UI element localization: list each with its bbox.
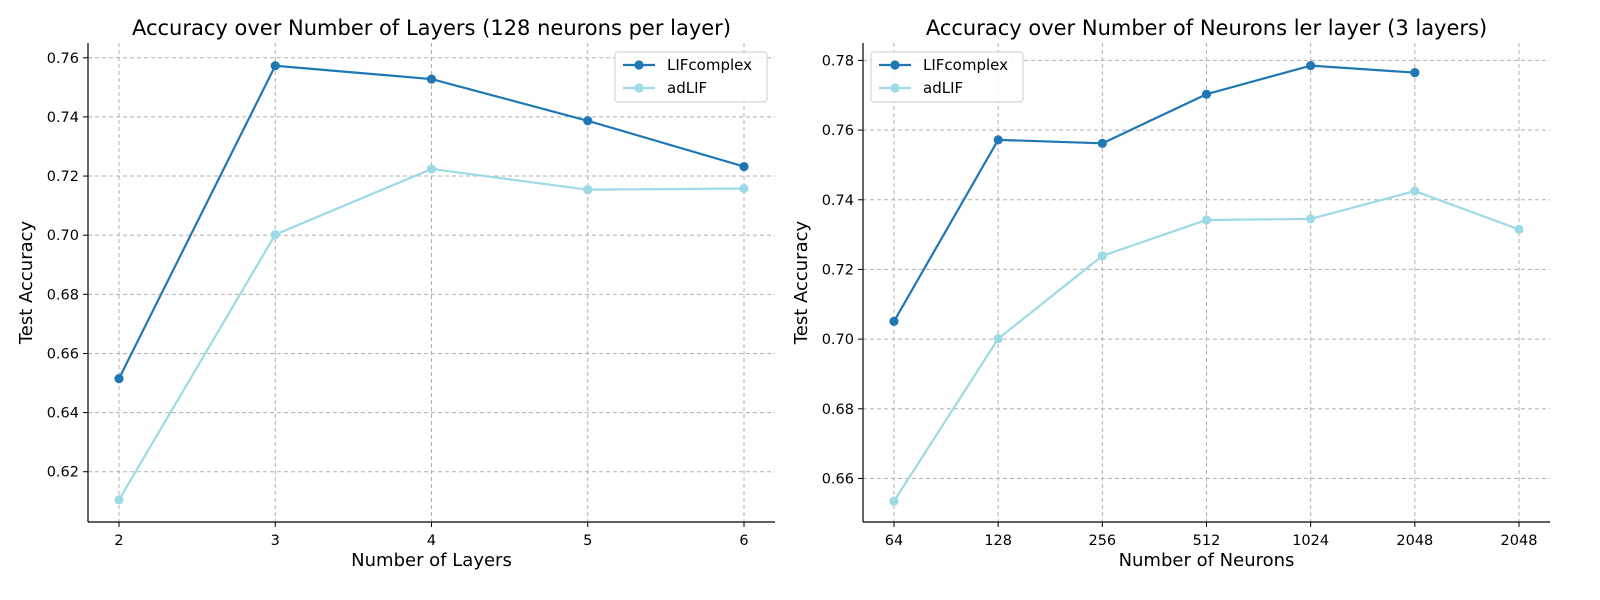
x-tick-label: 4 <box>427 533 436 549</box>
data-point-lifcomplex <box>889 316 899 326</box>
data-point-adlif <box>993 334 1003 344</box>
y-tick-label: 0.68 <box>47 287 79 303</box>
data-point-adlif <box>583 185 593 195</box>
chart-title: Accuracy over Number of Layers (128 neur… <box>132 16 731 40</box>
data-point-lifcomplex <box>114 373 124 384</box>
y-tick-label: 0.74 <box>822 193 854 209</box>
data-point-lifcomplex <box>270 61 280 71</box>
x-axis-label: Number of Neurons <box>1119 550 1295 571</box>
data-point-lifcomplex <box>1201 89 1212 99</box>
legend-label: LIFcomplex <box>923 56 1008 74</box>
legend-label: LIFcomplex <box>667 56 752 74</box>
chart-panel-1: Accuracy over Number of Layers (128 neur… <box>16 16 775 571</box>
y-tick-label: 0.62 <box>47 465 79 481</box>
data-point-adlif <box>1097 251 1107 261</box>
y-tick-label: 0.70 <box>822 332 854 348</box>
x-tick-label: 128 <box>984 533 1012 549</box>
data-point-lifcomplex <box>1097 138 1107 148</box>
y-tick-label: 0.64 <box>47 406 79 422</box>
x-tick-label: 2048 <box>1501 533 1538 549</box>
y-tick-label: 0.66 <box>822 471 854 487</box>
data-point-lifcomplex <box>426 74 437 84</box>
legend-swatch-marker <box>890 83 900 93</box>
y-tick-label: 0.72 <box>47 169 79 185</box>
data-point-adlif <box>1514 224 1524 234</box>
chart-panel-2: Accuracy over Number of Neurons ler laye… <box>791 16 1550 571</box>
data-point-lifcomplex <box>1306 61 1316 71</box>
x-tick-label: 2 <box>114 533 123 549</box>
data-point-adlif <box>1201 215 1212 225</box>
y-tick-label: 0.76 <box>47 51 79 67</box>
y-tick-label: 0.74 <box>47 110 79 126</box>
x-tick-label: 6 <box>739 533 748 549</box>
y-tick-label: 0.70 <box>47 228 79 244</box>
x-tick-label: 256 <box>1088 533 1116 549</box>
x-axis-label: Number of Layers <box>351 550 512 571</box>
legend-swatch-marker <box>634 83 644 93</box>
y-tick-label: 0.76 <box>822 123 854 139</box>
y-tick-label: 0.66 <box>47 346 79 362</box>
legend-swatch-marker <box>890 60 900 70</box>
x-tick-label: 3 <box>271 533 280 549</box>
legend: LIFcomplex adLIF <box>870 51 1024 103</box>
y-tick-label: 0.72 <box>822 262 854 278</box>
data-point-adlif <box>889 496 899 506</box>
y-axis-label: Test Accuracy <box>16 220 37 345</box>
x-tick-label: 5 <box>583 533 592 549</box>
x-tick-label: 2048 <box>1396 533 1433 549</box>
y-tick-label: 0.68 <box>822 402 854 418</box>
x-tick-label: 512 <box>1193 533 1221 549</box>
y-tick-label: 0.78 <box>822 53 854 69</box>
data-point-lifcomplex <box>1410 68 1420 78</box>
legend-label: adLIF <box>923 79 963 97</box>
data-point-adlif <box>739 183 749 194</box>
data-point-adlif <box>426 164 437 174</box>
data-point-lifcomplex <box>993 135 1003 145</box>
data-point-lifcomplex <box>739 161 749 172</box>
legend-swatch-marker <box>634 60 644 70</box>
legend: LIFcomplex adLIF <box>614 51 768 103</box>
x-tick-label: 1024 <box>1292 533 1329 549</box>
x-tick-label: 64 <box>885 533 903 549</box>
chart-title: Accuracy over Number of Neurons ler laye… <box>926 16 1487 40</box>
data-point-lifcomplex <box>583 116 593 126</box>
data-point-adlif <box>270 230 280 240</box>
y-axis-label: Test Accuracy <box>791 220 812 345</box>
data-point-adlif <box>114 495 124 505</box>
data-point-adlif <box>1306 214 1316 224</box>
data-point-adlif <box>1410 186 1420 196</box>
legend-label: adLIF <box>667 79 707 97</box>
series-line-lifcomplex <box>893 64 1415 322</box>
